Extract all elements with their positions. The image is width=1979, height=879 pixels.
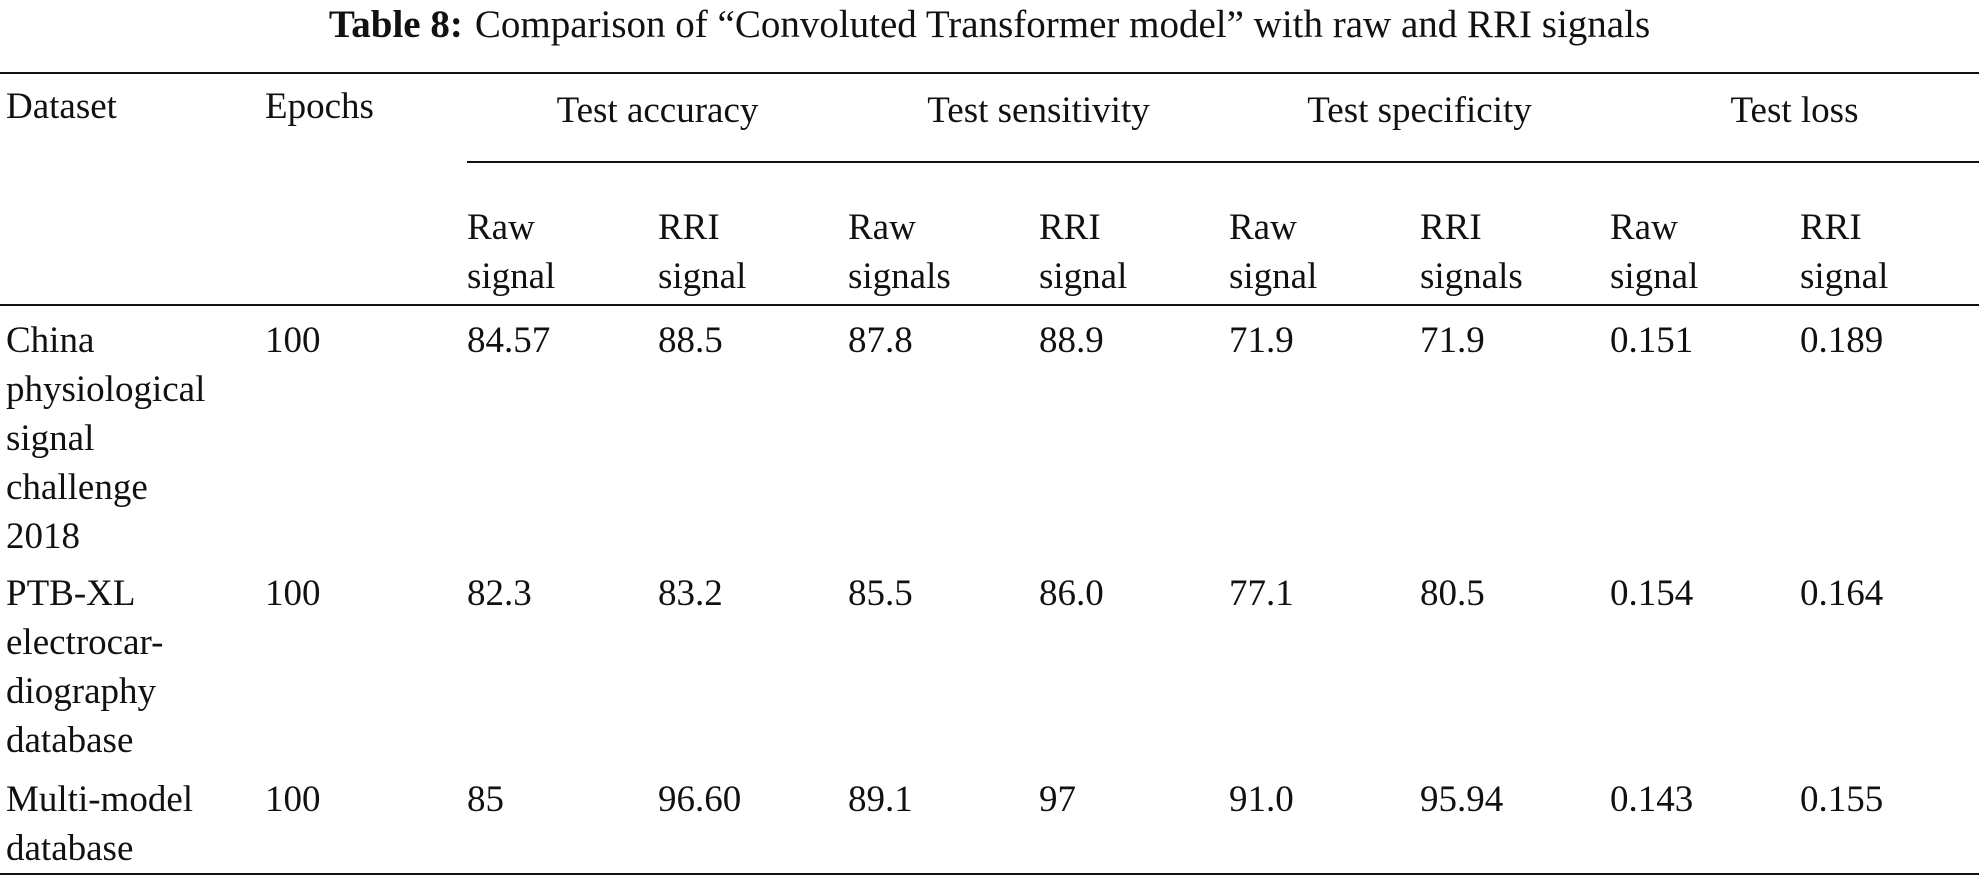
- table-row-2-dataset: PTB-XL electrocar- diography database: [6, 573, 164, 761]
- table-row-1-loss-raw: 0.151: [1610, 320, 1694, 361]
- table-row-3-specificity-rri: 95.94: [1420, 779, 1504, 820]
- subheader-sensitivity-raw: Raw signals: [848, 207, 951, 297]
- table-caption: Table 8: Comparison of “Convoluted Transf…: [0, 2, 1979, 48]
- header-epochs: Epochs: [265, 86, 374, 127]
- subheader-accuracy-rri: RRI signal: [658, 207, 747, 297]
- header-test-accuracy: Test accuracy: [556, 90, 759, 131]
- table-caption-text: Comparison of “Convoluted Transformer mo…: [474, 3, 1651, 46]
- table-row-3-loss-rri: 0.155: [1800, 779, 1884, 820]
- table-row-1-loss-rri: 0.189: [1800, 320, 1884, 361]
- subheader-loss-raw: Raw signal: [1610, 207, 1699, 297]
- header-test-loss: Test loss: [1730, 90, 1859, 131]
- bottom-rule: [0, 873, 1979, 875]
- table-row-2-accuracy-rri: 83.2: [658, 573, 723, 614]
- table-row-3-specificity-raw: 91.0: [1229, 779, 1294, 820]
- header-test-sensitivity: Test sensitivity: [927, 90, 1150, 131]
- header-bottom-rule: [0, 304, 1979, 306]
- table-row-1-epochs: 100: [265, 320, 321, 361]
- table-row-1-specificity-rri: 71.9: [1420, 320, 1485, 361]
- header-dataset: Dataset: [6, 86, 117, 127]
- subheader-accuracy-raw: Raw signal: [467, 207, 556, 297]
- table-row-2-sensitivity-raw: 85.5: [848, 573, 913, 614]
- table-row-3-accuracy-rri: 96.60: [658, 779, 742, 820]
- subheader-sensitivity-rri: RRI signal: [1039, 207, 1128, 297]
- table-row-2-specificity-rri: 80.5: [1420, 573, 1485, 614]
- table-row-2-sensitivity-rri: 86.0: [1039, 573, 1104, 614]
- subheader-loss-rri: RRI signal: [1800, 207, 1889, 297]
- table-row-3-sensitivity-rri: 97: [1039, 779, 1076, 820]
- table-row-3-dataset: Multi-model database: [6, 779, 194, 869]
- table-row-2-accuracy-raw: 82.3: [467, 573, 532, 614]
- table-row-1-specificity-raw: 71.9: [1229, 320, 1294, 361]
- table-row-2-specificity-raw: 77.1: [1229, 573, 1294, 614]
- header-test-specificity: Test specificity: [1307, 90, 1532, 131]
- table-row-3-epochs: 100: [265, 779, 321, 820]
- table-row-1-dataset: China physiological signal challenge 201…: [6, 320, 206, 557]
- table-row-3-sensitivity-raw: 89.1: [848, 779, 913, 820]
- table-row-1-accuracy-raw: 84.57: [467, 320, 551, 361]
- table-row-1-sensitivity-rri: 88.9: [1039, 320, 1104, 361]
- table-caption-label: Table 8:: [328, 3, 463, 46]
- table-row-3-loss-raw: 0.143: [1610, 779, 1694, 820]
- top-rule: [0, 72, 1979, 74]
- subheader-specificity-rri: RRI signals: [1420, 207, 1523, 297]
- table-row-2-epochs: 100: [265, 573, 321, 614]
- table-row-1-accuracy-rri: 88.5: [658, 320, 723, 361]
- table-row-1-sensitivity-raw: 87.8: [848, 320, 913, 361]
- table-row-2-loss-raw: 0.154: [1610, 573, 1694, 614]
- table-row-2-loss-rri: 0.164: [1800, 573, 1884, 614]
- group-header-rule: [467, 161, 1979, 163]
- table-row-3-accuracy-raw: 85: [467, 779, 504, 820]
- subheader-specificity-raw: Raw signal: [1229, 207, 1318, 297]
